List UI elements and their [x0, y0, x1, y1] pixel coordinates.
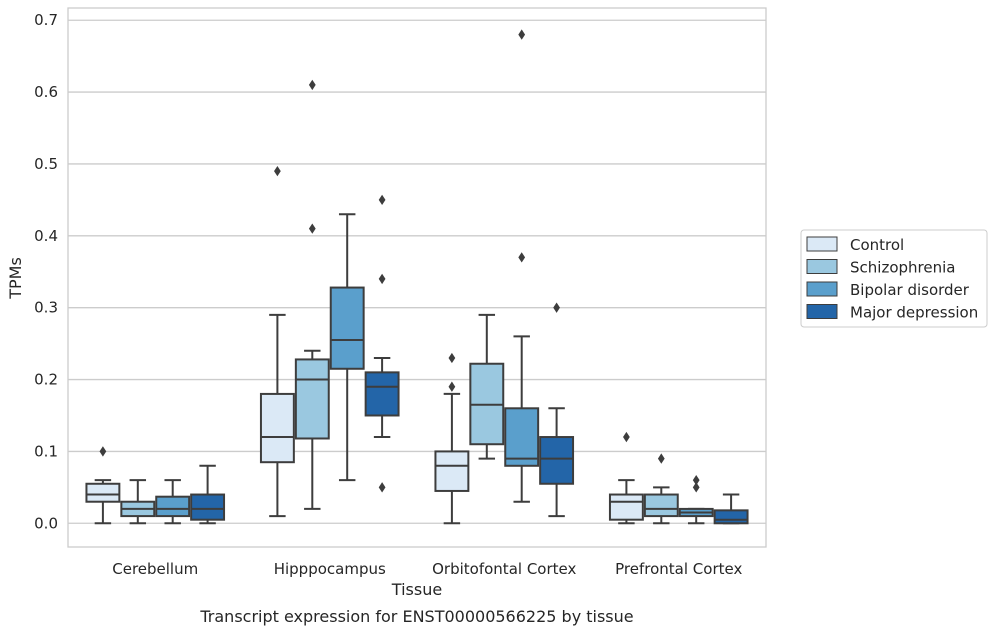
box — [329, 213, 365, 482]
y-tick-label: 0.2 — [34, 371, 58, 389]
legend-label: Bipolar disorder — [850, 281, 970, 299]
box-body — [539, 436, 575, 485]
box-body — [643, 493, 679, 518]
y-tick-label: 0.6 — [34, 83, 58, 101]
box-body — [504, 407, 540, 467]
box — [120, 479, 156, 525]
box — [504, 29, 540, 503]
legend-swatch — [806, 304, 838, 319]
box — [155, 479, 191, 525]
outlier-point — [692, 474, 700, 486]
outlier-point — [378, 273, 386, 285]
plot-frame — [67, 7, 767, 548]
legend-swatch — [806, 236, 838, 252]
outlier-point — [553, 302, 560, 313]
outlier-point — [518, 252, 526, 263]
box — [259, 165, 295, 518]
box-body — [434, 450, 470, 492]
x-axis-label: Tissue — [391, 580, 442, 599]
box — [190, 464, 226, 525]
x-tick-label: Orbitofontal Cortex — [432, 560, 576, 578]
grid-lines — [68, 19, 766, 524]
y-axis-label: TPMs — [6, 257, 25, 300]
box — [608, 431, 644, 525]
outlier-point — [448, 352, 456, 364]
box-body — [259, 392, 295, 464]
y-tick-label: 0.0 — [34, 514, 58, 532]
legend-label: Control — [850, 236, 904, 254]
outlier-point — [378, 194, 386, 206]
y-tick-label: 0.4 — [34, 227, 58, 245]
legend-swatch — [806, 259, 838, 274]
box-body — [329, 286, 365, 370]
box — [713, 493, 749, 525]
box — [85, 446, 121, 525]
outlier-point — [657, 453, 665, 464]
box — [469, 313, 505, 460]
box-layer — [85, 29, 749, 525]
outlier-point — [308, 223, 316, 234]
box-body — [294, 358, 330, 440]
outlier-point — [448, 381, 456, 392]
outlier-point — [378, 482, 386, 493]
box — [643, 453, 679, 525]
box — [364, 194, 400, 493]
chart-caption: Transcript expression for ENST0000056622… — [199, 607, 633, 626]
y-tick-labels: 0.0 0.1 0.2 0.3 0.4 0.5 0.6 0.7 — [34, 11, 58, 532]
box-body — [155, 495, 191, 518]
legend-label: Schizophrenia — [850, 259, 955, 277]
outlier-point — [308, 79, 316, 91]
legend-label: Major depression — [850, 304, 978, 322]
y-tick-label: 0.5 — [34, 155, 58, 173]
legend-frame — [800, 229, 988, 328]
x-tick-labels: Cerebellum Hipppocampus Orbitofontal Corte… — [112, 560, 742, 578]
box-body — [364, 371, 400, 417]
box — [539, 302, 575, 518]
box-body — [713, 509, 749, 525]
outlier-point — [99, 446, 107, 457]
y-tick-label: 0.1 — [34, 442, 58, 460]
box — [678, 474, 714, 525]
legend: Control Schizophrenia Bipolar disorder Majo… — [800, 229, 988, 328]
outlier-point — [274, 165, 281, 177]
x-tick-label: Prefrontal Cortex — [615, 560, 742, 578]
outlier-point — [692, 482, 700, 493]
x-tick-label: Cerebellum — [112, 560, 198, 578]
outlier-point — [518, 29, 526, 40]
box — [294, 79, 330, 510]
y-tick-label: 0.3 — [34, 299, 58, 317]
y-tick-label: 0.7 — [34, 11, 58, 29]
x-tick-label: Hipppocampus — [274, 560, 386, 578]
box-body — [190, 493, 226, 521]
box-body — [608, 493, 644, 521]
outlier-point — [623, 431, 630, 443]
box-body — [85, 482, 121, 503]
box — [434, 352, 470, 525]
legend-swatch — [806, 281, 838, 297]
